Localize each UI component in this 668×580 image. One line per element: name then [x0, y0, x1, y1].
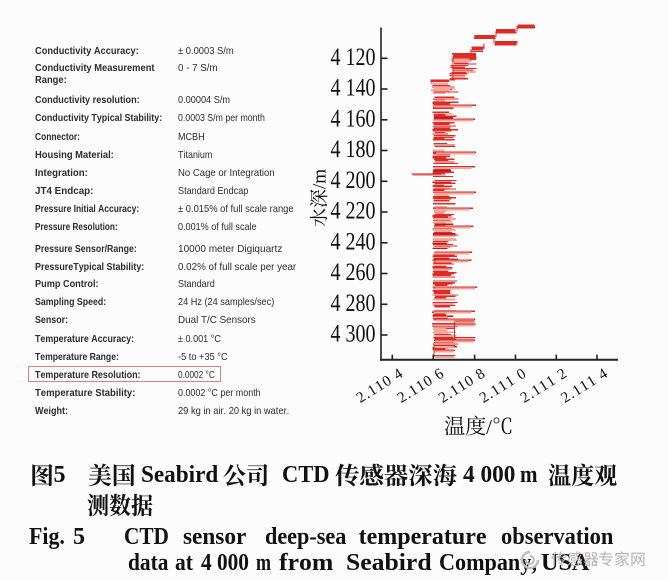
svg-text:4 120: 4 120 — [331, 44, 376, 71]
svg-text:4 140: 4 140 — [331, 75, 376, 102]
svg-text:4 280: 4 280 — [331, 290, 376, 317]
svg-text:4 180: 4 180 — [331, 136, 376, 163]
svg-text:4 220: 4 220 — [331, 198, 376, 225]
svg-text:4 240: 4 240 — [331, 228, 376, 255]
svg-text:4 160: 4 160 — [331, 105, 376, 132]
svg-text:4 200: 4 200 — [331, 167, 376, 194]
svg-text:2.111 4: 2.111 4 — [558, 365, 611, 407]
svg-text:4 300: 4 300 — [331, 321, 376, 348]
svg-text:4 260: 4 260 — [331, 259, 376, 286]
